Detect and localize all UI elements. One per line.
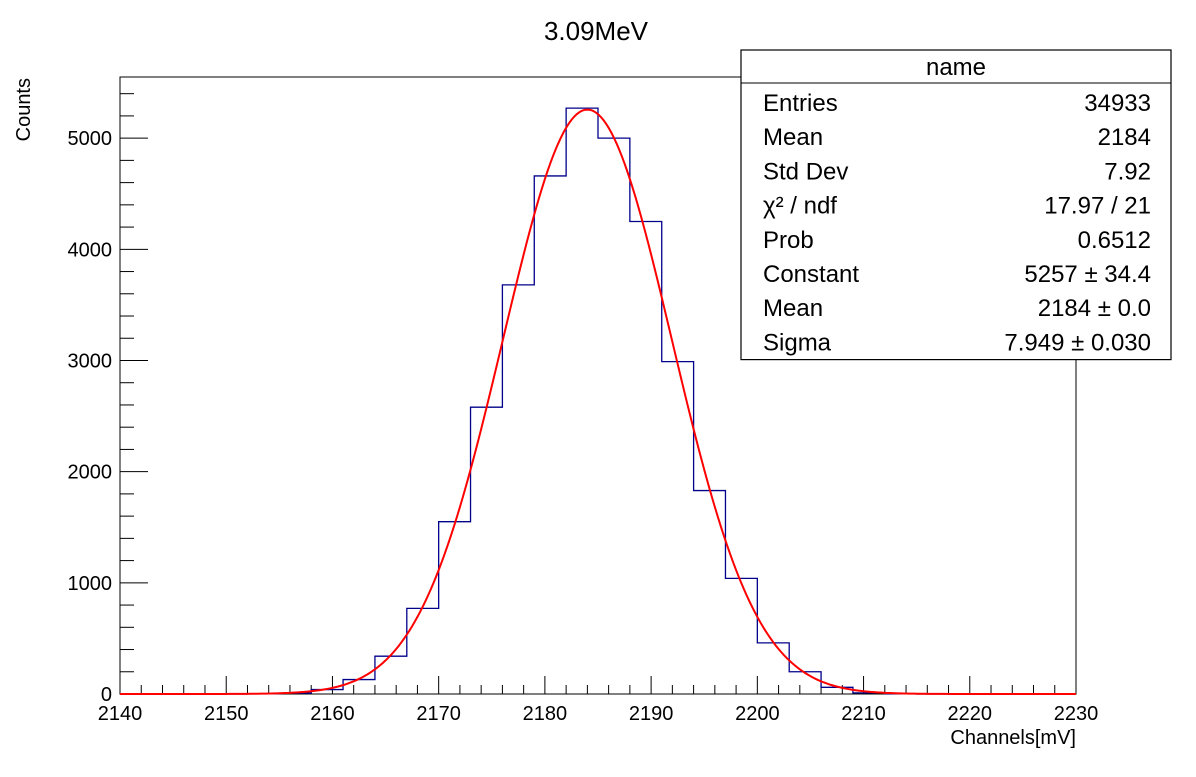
stats-row-label: Entries	[763, 90, 838, 117]
x-tick-label: 2190	[629, 703, 674, 725]
stats-row-value: 17.97 / 21	[1044, 193, 1151, 220]
y-tick-label: 5000	[68, 128, 113, 150]
stats-row-label: Constant	[763, 261, 859, 288]
stats-row-label: χ² / ndf	[763, 193, 837, 220]
chart-title: 3.09MeV	[544, 16, 649, 46]
x-axis-tick-labels: 2140 2150 2160 2170 2180 2190 2200 2210 2220 2230	[98, 703, 1099, 725]
stats-row-value: 2184	[1098, 124, 1151, 151]
x-tick-label: 2210	[841, 703, 886, 725]
stats-row-label: Std Dev	[763, 158, 848, 185]
gaussian-fit-curve	[120, 108, 1076, 695]
x-axis-label: Channels[mV]	[950, 727, 1076, 749]
y-tick-label: 2000	[68, 462, 113, 484]
stats-row-value: 7.92	[1104, 158, 1151, 185]
x-tick-label: 2150	[204, 703, 249, 725]
x-tick-label: 2160	[310, 703, 355, 725]
stats-row-label: Prob	[763, 227, 814, 254]
stats-row-value: 7.949 ± 0.030	[1004, 329, 1151, 356]
stats-row-label: Mean	[763, 295, 823, 322]
stats-box: name Entries 34933 Mean 2184 Std Dev 7.92 χ² / …	[740, 49, 1172, 361]
stats-row-value: 5257 ± 34.4	[1024, 261, 1151, 288]
stats-row-value: 0.6512	[1078, 227, 1151, 254]
x-tick-label: 2200	[735, 703, 780, 725]
x-tick-label: 2140	[98, 703, 143, 725]
y-tick-label: 0	[101, 684, 112, 706]
stats-box-title: name	[926, 54, 986, 81]
x-tick-label: 2230	[1054, 703, 1099, 725]
y-tick-label: 4000	[68, 239, 113, 261]
y-axis-ticks	[120, 93, 148, 695]
y-tick-label: 3000	[68, 350, 113, 372]
x-tick-label: 2180	[523, 703, 568, 725]
stats-row-value: 34933	[1084, 90, 1151, 117]
stats-row-value: 2184 ± 0.0	[1038, 295, 1151, 322]
x-tick-label: 2170	[416, 703, 461, 725]
y-tick-label: 1000	[68, 573, 113, 595]
plot-frame	[119, 76, 1077, 695]
y-axis-tick-labels: 0 1000 2000 3000 4000 5000	[68, 128, 113, 706]
x-axis-ticks	[119, 676, 1077, 694]
stats-row-label: Sigma	[763, 329, 832, 356]
stats-row-label: Mean	[763, 124, 823, 151]
x-tick-label: 2220	[948, 703, 993, 725]
stats-box-frame	[740, 49, 1172, 361]
y-axis-label: Counts	[13, 78, 35, 141]
